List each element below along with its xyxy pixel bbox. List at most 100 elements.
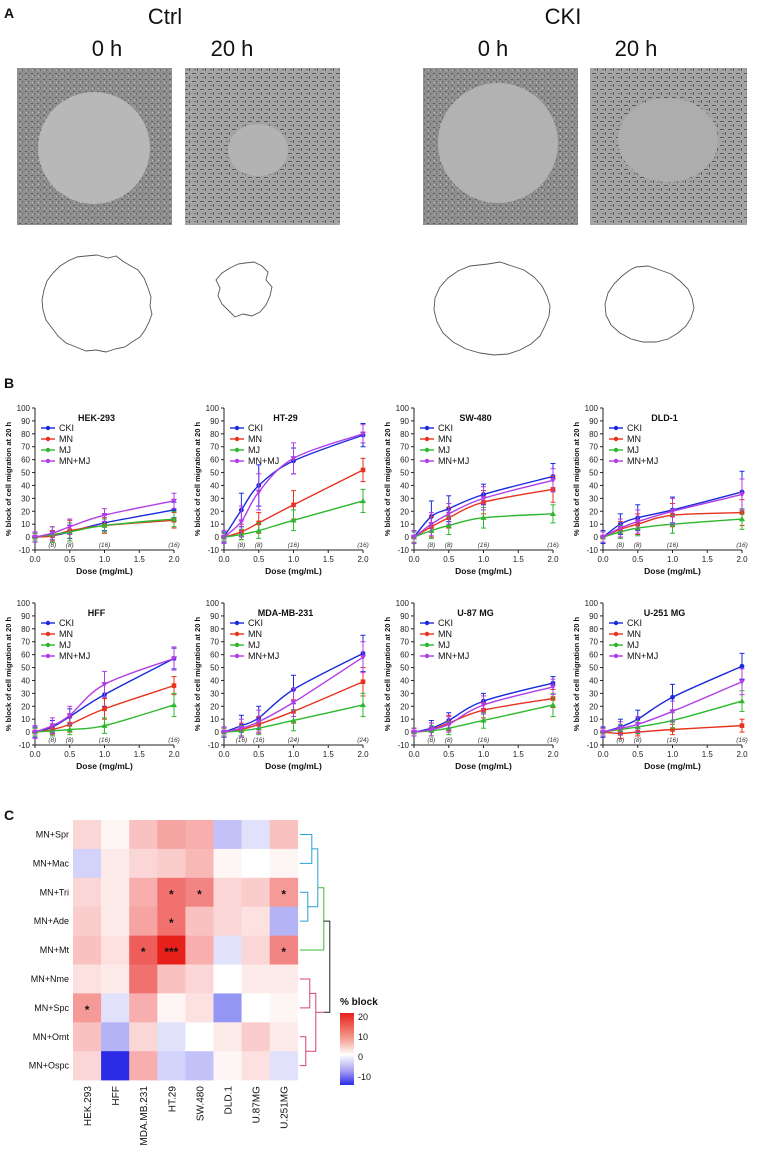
legend-label: MN bbox=[248, 434, 262, 444]
legend-marker bbox=[45, 631, 51, 637]
heatmap-cell bbox=[241, 820, 270, 850]
n-label: (16) bbox=[99, 542, 111, 549]
n-label: (16) bbox=[478, 737, 490, 744]
colorbar-gradient bbox=[340, 1013, 354, 1085]
x-tick-label: 0.5 bbox=[443, 750, 455, 759]
series-mn-mj bbox=[221, 424, 366, 545]
n-label: (16) bbox=[547, 542, 559, 549]
data-point bbox=[739, 723, 745, 728]
y-tick-label: 50 bbox=[400, 469, 409, 478]
y-tick-label: 100 bbox=[585, 599, 599, 608]
data-point bbox=[550, 478, 556, 484]
heatmap-cell bbox=[269, 877, 299, 907]
data-point bbox=[617, 525, 624, 532]
series-mn-mj bbox=[600, 668, 745, 737]
y-tick-label: 70 bbox=[589, 638, 598, 647]
significance-star: * bbox=[197, 887, 202, 901]
heatmap-cell bbox=[213, 1022, 242, 1052]
data-point bbox=[101, 512, 108, 519]
heatmap-cell bbox=[129, 820, 158, 850]
y-tick-label: 40 bbox=[589, 676, 598, 685]
data-point bbox=[171, 701, 177, 708]
y-tick-label: 40 bbox=[210, 676, 219, 685]
heatmap-cell bbox=[269, 1022, 299, 1052]
x-tick-label: 1.0 bbox=[478, 555, 490, 564]
data-point bbox=[480, 514, 487, 520]
column-label: HEK.293 bbox=[83, 1086, 94, 1126]
panel-a-label: A bbox=[4, 5, 14, 21]
n-label: (8) bbox=[634, 737, 642, 744]
legend-label: MJ bbox=[59, 445, 71, 455]
chart-mda-mb-231: -10 0 10 20 30 40 50 60 70 80 90 100 0.0 0.5 1.0 1.5 2.0… bbox=[193, 599, 369, 771]
row-label: MN+Nme bbox=[31, 974, 69, 984]
x-tick-label: 1.5 bbox=[702, 555, 714, 564]
heatmap-cell bbox=[185, 1051, 214, 1081]
x-axis-label: Dose (mg/mL) bbox=[455, 761, 512, 771]
n-label: (16) bbox=[253, 737, 265, 744]
group-title-cki: CKI bbox=[545, 4, 582, 29]
wound-outline-ctrl-0h bbox=[41, 254, 153, 353]
x-tick-label: 2.0 bbox=[357, 750, 369, 759]
heatmap-cell bbox=[157, 964, 186, 994]
n-label: (24) bbox=[288, 737, 300, 744]
y-tick-label: 90 bbox=[589, 417, 598, 426]
heatmap-cell bbox=[241, 993, 270, 1023]
data-point bbox=[480, 702, 487, 708]
heatmap-cell bbox=[73, 1051, 102, 1081]
data-point bbox=[480, 717, 487, 723]
x-axis-label: Dose (mg/mL) bbox=[644, 566, 701, 576]
y-tick-label: 70 bbox=[589, 443, 598, 452]
micrograph-ctrl-20h bbox=[185, 68, 340, 225]
legend-marker bbox=[234, 458, 240, 464]
n-label: (16) bbox=[236, 737, 248, 744]
y-tick-label: 30 bbox=[21, 494, 30, 503]
data-point bbox=[255, 489, 262, 495]
heatmap-cell bbox=[101, 877, 130, 907]
x-tick-label: 0.0 bbox=[29, 555, 41, 564]
legend-marker bbox=[424, 436, 430, 442]
y-axis-label: % block of cell migration at 20 h bbox=[4, 616, 13, 731]
significance-star: * bbox=[169, 887, 174, 901]
row-label: MN+Spr bbox=[36, 829, 69, 839]
y-tick-label: 50 bbox=[21, 664, 30, 673]
y-tick-label: 80 bbox=[210, 625, 219, 634]
data-point bbox=[238, 726, 245, 732]
data-point bbox=[66, 726, 73, 732]
y-tick-label: 60 bbox=[400, 456, 409, 465]
series-mn-mj bbox=[411, 678, 556, 737]
heatmap-cell bbox=[185, 820, 214, 850]
row-label: MN+Ospc bbox=[29, 1061, 70, 1071]
legend-label: MN bbox=[438, 629, 452, 639]
data-point bbox=[32, 729, 38, 736]
y-tick-label: 40 bbox=[210, 481, 219, 490]
legend-marker bbox=[424, 447, 430, 453]
series-mn-mj bbox=[32, 646, 177, 740]
data-point bbox=[428, 727, 435, 733]
heatmap-cell bbox=[129, 1051, 158, 1081]
x-axis-label: Dose (mg/mL) bbox=[265, 566, 322, 576]
heatmap-cell bbox=[129, 935, 158, 965]
legend-label: MN+MJ bbox=[59, 651, 90, 661]
x-tick-label: 0.0 bbox=[218, 555, 230, 564]
y-tick-label: 30 bbox=[589, 494, 598, 503]
n-label: (16) bbox=[357, 542, 369, 549]
column-label: HT.29 bbox=[167, 1086, 178, 1113]
wound-outline-ctrl-20h bbox=[215, 261, 273, 318]
n-label: (8) bbox=[616, 737, 624, 744]
y-tick-label: -10 bbox=[586, 546, 598, 555]
x-tick-label: 1.0 bbox=[99, 750, 111, 759]
x-tick-label: 0.5 bbox=[64, 555, 76, 564]
heatmap-cell bbox=[157, 1022, 186, 1052]
time-label-cki-20h: 20 h bbox=[615, 36, 658, 61]
y-tick-label: 10 bbox=[21, 715, 30, 724]
chart-hek-293: -10 0 10 20 30 40 50 60 70 80 90 100 0.0 0.5 1.0 1.5 2.0… bbox=[4, 404, 180, 576]
y-tick-label: 0 bbox=[215, 533, 220, 542]
heatmap-cell bbox=[101, 993, 130, 1023]
x-tick-label: 1.5 bbox=[134, 555, 146, 564]
data-point bbox=[255, 719, 262, 725]
heatmap-cell bbox=[73, 993, 102, 1023]
colorbar-tick-label: 10 bbox=[358, 1032, 368, 1042]
x-axis-label: Dose (mg/mL) bbox=[265, 761, 322, 771]
heatmap-cell bbox=[185, 906, 214, 936]
heatmap-cell bbox=[129, 964, 158, 994]
